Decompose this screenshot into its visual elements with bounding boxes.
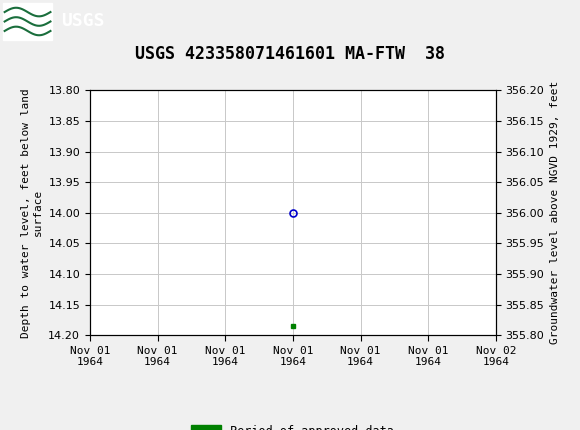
Y-axis label: Groundwater level above NGVD 1929, feet: Groundwater level above NGVD 1929, feet [550, 81, 560, 344]
Legend: Period of approved data: Period of approved data [187, 420, 399, 430]
Text: USGS 423358071461601 MA-FTW  38: USGS 423358071461601 MA-FTW 38 [135, 45, 445, 63]
Text: USGS: USGS [61, 12, 104, 31]
Y-axis label: Depth to water level, feet below land
surface: Depth to water level, feet below land su… [21, 88, 43, 338]
FancyBboxPatch shape [3, 3, 52, 40]
